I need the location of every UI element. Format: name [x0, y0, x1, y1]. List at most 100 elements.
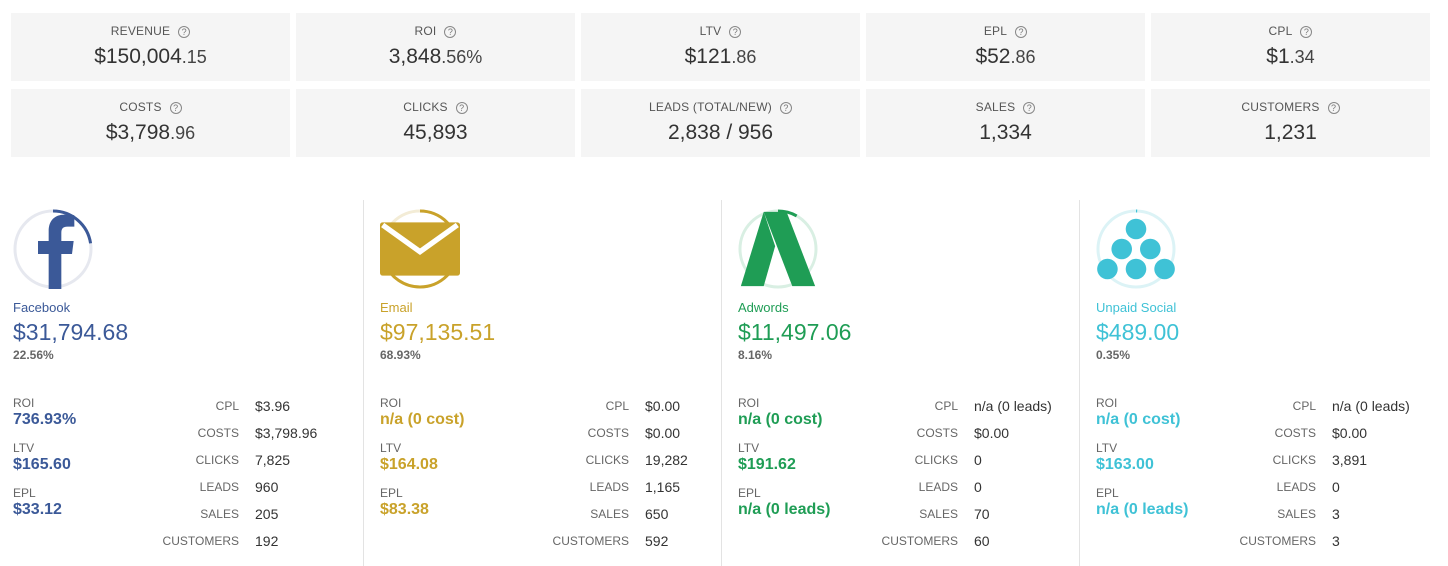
metric-customers: CUSTOMERS? 1,231: [1151, 89, 1430, 157]
stat-value: n/a (0 leads): [738, 501, 831, 518]
stat-roi: ROI n/a (0 cost): [1096, 396, 1180, 429]
help-icon[interactable]: ?: [1300, 26, 1313, 38]
stat-ltv: LTV $165.60: [13, 441, 71, 474]
kv-label-clicks: CLICKS: [1272, 453, 1316, 467]
stat-label: ROI: [738, 396, 760, 410]
stat-label: EPL: [1096, 486, 1119, 500]
help-icon[interactable]: ?: [1327, 102, 1340, 114]
metric-value: 1,334: [979, 121, 1032, 144]
metric-label: CUSTOMERS: [1241, 100, 1320, 114]
kv-value-costs: $3,798.96: [255, 425, 318, 441]
channel-revenue-share: 68.93%: [380, 348, 421, 362]
channel-revenue-share: 0.35%: [1096, 348, 1131, 362]
stat-value: $83.38: [380, 501, 429, 518]
stat-value: n/a (0 cost): [380, 411, 465, 428]
metric-roi: ROI? 3,848.56%: [296, 13, 575, 81]
kv-label-costs: COSTS: [587, 426, 629, 440]
kv-label-customers: CUSTOMERS: [162, 534, 239, 548]
channel-card-email[interactable]: Email $97,135.51 68.93% ROI n/a (0 cost)…: [363, 200, 721, 566]
revenue-share-ring: [13, 209, 93, 289]
metric-label: REVENUE: [110, 24, 171, 38]
metric-value-decimal: .86: [1010, 47, 1036, 67]
help-icon[interactable]: ?: [1023, 102, 1036, 114]
kv-label-sales: SALES: [1277, 507, 1316, 521]
metric-epl: EPL? $52.86: [866, 13, 1145, 81]
stat-roi: ROI n/a (0 cost): [738, 396, 822, 429]
stat-label: EPL: [738, 486, 761, 500]
ring-progress: [13, 209, 93, 289]
channel-card-adwords[interactable]: Adwords $11,497.06 8.16% ROI n/a (0 cost…: [721, 200, 1079, 566]
kv-value-customers: 192: [255, 533, 279, 549]
metric-value: 2,838 / 956: [667, 121, 774, 144]
stat-value: n/a (0 cost): [1096, 411, 1181, 428]
ring-svg: [738, 209, 818, 289]
summary-metrics: REVENUE? $150,004.15 ROI? 3,848.56% LTV?…: [11, 13, 1431, 165]
metric-value: $1: [1266, 45, 1290, 68]
metric-value: 1,231: [1264, 121, 1317, 144]
help-icon[interactable]: ?: [729, 26, 742, 38]
stat-value: n/a (0 cost): [738, 411, 823, 428]
stat-value: $33.12: [13, 501, 62, 518]
kv-value-customers: 592: [645, 533, 669, 549]
kv-label-cpl: CPL: [215, 399, 239, 413]
ring-progress: [1096, 209, 1176, 289]
metric-value-decimal: .96: [170, 123, 196, 143]
kv-value-leads: 0: [1332, 479, 1340, 495]
stat-label: LTV: [1096, 441, 1118, 455]
kv-label-clicks: CLICKS: [914, 453, 958, 467]
kv-label-costs: COSTS: [1274, 426, 1316, 440]
metric-label: COSTS: [119, 100, 162, 114]
kv-label-leads: LEADS: [918, 480, 958, 494]
kv-value-sales: 3: [1332, 506, 1340, 522]
help-icon[interactable]: ?: [169, 102, 182, 114]
revenue-share-ring: [738, 209, 818, 289]
stat-value: $164.08: [380, 456, 438, 473]
help-icon[interactable]: ?: [1015, 26, 1028, 38]
help-icon[interactable]: ?: [178, 26, 191, 38]
kv-label-clicks: CLICKS: [585, 453, 629, 467]
envelope-icon: [380, 209, 460, 289]
kv-label-cpl: CPL: [605, 399, 629, 413]
kv-label-costs: COSTS: [916, 426, 958, 440]
help-icon[interactable]: ?: [455, 102, 468, 114]
kv-label-clicks: CLICKS: [195, 453, 239, 467]
metric-label: CLICKS: [403, 100, 448, 114]
metric-ltv: LTV? $121.86: [581, 13, 860, 81]
metric-costs: COSTS? $3,798.96: [11, 89, 290, 157]
help-icon[interactable]: ?: [779, 102, 792, 114]
metric-value: $3,798: [105, 121, 171, 144]
stat-label: ROI: [1096, 396, 1118, 410]
stat-ltv: LTV $164.08: [380, 441, 438, 474]
metrics-row-2: COSTS? $3,798.96 CLICKS? 45,893 LEADS (T…: [11, 89, 1431, 157]
channel-card-unpaid-social[interactable]: Unpaid Social $489.00 0.35% ROI n/a (0 c…: [1079, 200, 1437, 566]
metric-value-decimal: .56%: [441, 47, 483, 67]
kv-value-clicks: 19,282: [645, 452, 688, 468]
metric-value: 3,848: [388, 45, 442, 68]
kv-value-customers: 3: [1332, 533, 1340, 549]
adwords-icon: [738, 209, 818, 289]
stat-value: $165.60: [13, 456, 71, 473]
metric-value-decimal: .15: [181, 47, 207, 67]
kv-label-customers: CUSTOMERS: [552, 534, 629, 548]
kv-value-customers: 60: [974, 533, 990, 549]
kv-value-costs: $0.00: [974, 425, 1010, 441]
help-icon[interactable]: ?: [444, 26, 457, 38]
metric-label: LEADS (TOTAL/NEW): [649, 100, 772, 114]
metric-leads: LEADS (TOTAL/NEW)? 2,838 / 956: [581, 89, 860, 157]
stat-roi: ROI n/a (0 cost): [380, 396, 464, 429]
kv-value-leads: 1,165: [645, 479, 681, 495]
channel-card-facebook[interactable]: Facebook $31,794.68 22.56% ROI 736.93% L…: [0, 200, 363, 566]
stat-label: LTV: [13, 441, 35, 455]
ring-progress: [738, 209, 818, 289]
metric-sales: SALES? 1,334: [866, 89, 1145, 157]
kv-value-leads: 0: [974, 479, 982, 495]
channel-name: Unpaid Social: [1096, 300, 1177, 315]
stat-label: ROI: [380, 396, 402, 410]
kv-value-costs: $0.00: [1332, 425, 1368, 441]
kv-value-clicks: 3,891: [1332, 452, 1368, 468]
channel-revenue: $11,497.06: [738, 319, 852, 345]
metric-revenue: REVENUE? $150,004.15: [11, 13, 290, 81]
metric-cpl: CPL? $1.34: [1151, 13, 1430, 81]
kv-value-cpl: n/a (0 leads): [1332, 398, 1410, 414]
channel-name: Facebook: [13, 300, 71, 315]
